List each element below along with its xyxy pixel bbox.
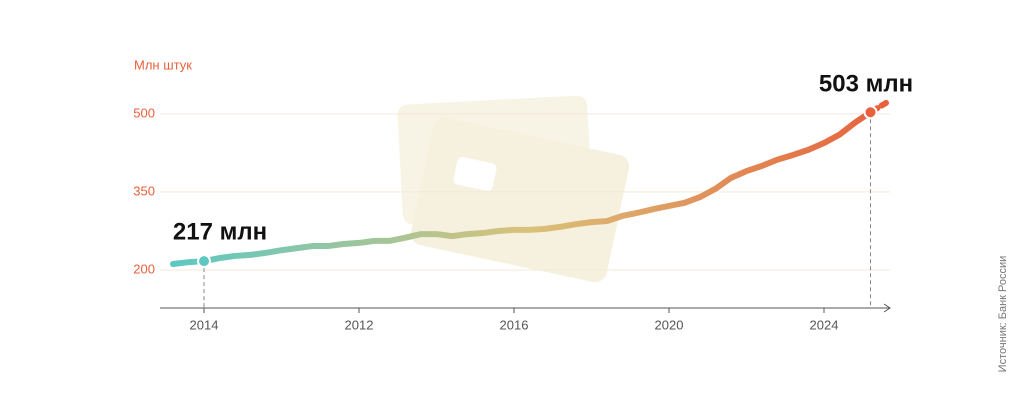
source: Источник: Банк России — [997, 256, 1009, 373]
annotation: 217 млн — [173, 218, 267, 245]
y-tick-label: 350 — [133, 183, 155, 198]
card-icon — [397, 95, 630, 283]
x-tick-label: 2012 — [345, 317, 374, 332]
marker — [197, 254, 211, 269]
unit-label: Млн штук — [134, 57, 192, 72]
x-tick-label: 2024 — [810, 317, 839, 332]
x-tick-label: 2016 — [500, 317, 529, 332]
line — [170, 109, 874, 268]
annotation: 503 млн — [819, 70, 913, 97]
y-tick-label: 200 — [133, 261, 155, 276]
x-tick-label: 2020 — [655, 317, 684, 332]
marker — [863, 105, 878, 120]
y-tick-label: 500 — [133, 105, 155, 120]
x-tick-label: 2014 — [190, 317, 219, 332]
x-axis-arrow — [883, 303, 891, 313]
